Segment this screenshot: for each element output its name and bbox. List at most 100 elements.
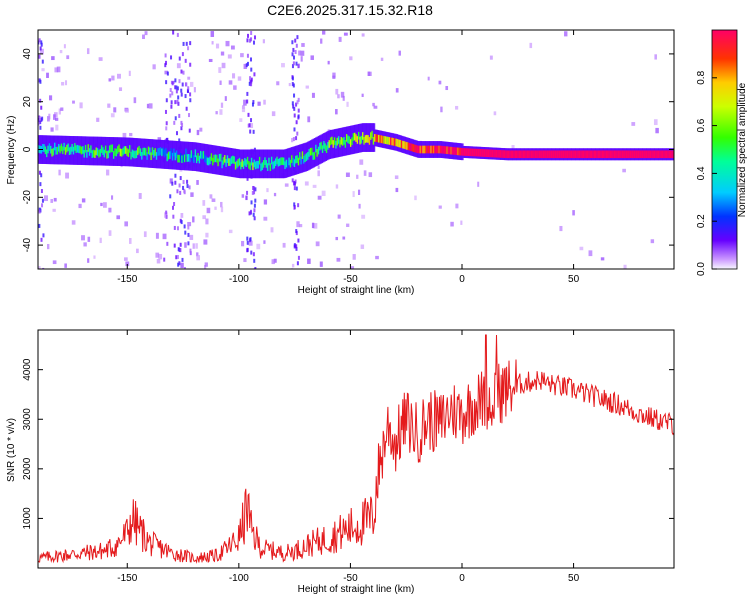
spectrogram-ridge-cell: [568, 150, 571, 159]
spectrogram-ridge-cell: [163, 149, 167, 158]
spectrogram-ridge-cell: [107, 150, 111, 159]
spectrogram-noise-cell: [93, 255, 96, 259]
spectrogram-ridge-cell: [458, 147, 461, 156]
spectrogram-noise-cell: [192, 216, 195, 223]
spectrogram-ridge-cell: [295, 155, 298, 164]
spectrogram-ridge-cell: [607, 150, 610, 159]
spectrogram-ridge-cell: [538, 150, 542, 159]
spectrogram-ridge-cell: [611, 150, 614, 159]
spectrogram-ridge-cell: [553, 150, 556, 159]
spectrogram-ridge-cell: [339, 139, 342, 148]
spectrogram-interference-cell: [293, 186, 296, 191]
spectrogram-ridge-cell: [432, 145, 436, 154]
spectrogram-ridge-cell: [266, 163, 270, 171]
spectrogram-ridge-cell: [470, 148, 473, 157]
spectrogram-noise-cell: [352, 254, 356, 260]
x-tick-label: -50: [343, 573, 358, 584]
spectrogram-ridge-cell: [198, 155, 202, 164]
spectrogram-ridge-cell: [96, 148, 100, 156]
spectrogram-ridge-cell: [315, 144, 318, 153]
spectrogram-noise-cell: [124, 221, 129, 227]
spectrogram-noise-cell: [110, 113, 115, 118]
spectrogram-interference-cell: [178, 79, 181, 84]
spectrogram-interference-cell: [39, 125, 42, 130]
spectrogram-interference-cell: [169, 194, 172, 199]
spectrogram-ridge-cell: [46, 149, 49, 158]
spectrogram-ridge-cell: [246, 156, 250, 165]
spectrogram-ridge-cell: [482, 149, 486, 157]
spectrogram-ridge-cell: [110, 144, 113, 153]
spectrogram-interference-cell: [294, 49, 297, 54]
spectrogram-ridge-cell: [617, 150, 621, 159]
spectrogram-ridge-cell: [147, 146, 151, 155]
spectrogram-noise-cell: [363, 170, 367, 176]
spectrogram-noise-cell: [146, 103, 150, 109]
spectrogram-ridge-cell: [585, 150, 589, 159]
spectrogram-interference-cell: [295, 229, 298, 234]
spectrogram-ridge-cell: [268, 157, 271, 166]
spectrogram-noise-cell: [653, 119, 658, 126]
spectrogram-interference-cell: [189, 98, 192, 103]
spectrogram-ridge-cell: [546, 150, 550, 159]
spectrogram-interference-cell: [186, 179, 189, 184]
spectrogram-noise-cell: [218, 67, 222, 73]
spectrogram-noise-cell: [398, 50, 401, 56]
spectrogram-interference-cell: [250, 30, 253, 35]
spectrogram-ridge-cell: [520, 150, 523, 159]
spectrogram-ridge-cell: [399, 139, 403, 148]
spectrogram-ridge-cell: [355, 134, 358, 142]
spectrogram-ridge-cell: [497, 149, 500, 158]
spectrogram-noise-cell: [122, 132, 127, 138]
spectrogram-ridge-cell: [487, 149, 491, 158]
spectrogram-noise-cell: [296, 221, 300, 228]
spectrogram-ridge-cell: [644, 150, 648, 159]
spectrogram-interference-cell: [180, 92, 183, 97]
spectrogram-ridge-cell: [578, 150, 582, 159]
spectrogram-ridge-cell: [242, 161, 246, 169]
spectrogram-ridge-cell: [461, 147, 464, 156]
spectrogram-ridge-cell: [574, 150, 578, 159]
spectrogram-noise-cell: [195, 243, 198, 249]
spectrogram-noise-cell: [228, 80, 233, 85]
spectrogram-interference-cell: [295, 136, 298, 141]
spectrogram-ridge-cell: [337, 136, 341, 144]
spectrogram-interference-cell: [187, 241, 190, 246]
colorbar-tick-label: 0.6: [696, 118, 707, 132]
spectrogram-ridge-cell: [471, 148, 475, 157]
spectrogram-noise-cell: [394, 175, 399, 180]
spectrogram-noise-cell: [493, 111, 497, 116]
spectrogram-ridge-cell: [576, 150, 579, 159]
spectrogram-interference-cell: [182, 70, 185, 75]
spectrogram-interference-cell: [249, 209, 252, 214]
spectrogram-ridge-cell: [193, 155, 196, 163]
spectrogram-ridge-cell: [467, 148, 471, 157]
spectrogram-noise-cell: [361, 214, 366, 219]
spectrogram-ridge-cell: [416, 145, 420, 154]
spectrogram-noise-cell: [266, 188, 269, 193]
spectrogram-noise-cell: [46, 243, 50, 250]
spectrogram-interference-cell: [250, 250, 253, 255]
spectrogram-interference-cell: [246, 99, 249, 104]
spectrogram-ridge-cell: [186, 154, 190, 162]
spectrogram-ridge-cell: [283, 157, 286, 166]
spectrogram-noise-cell: [346, 223, 350, 227]
spectrogram-noise-cell: [78, 203, 82, 209]
spectrogram-noise-cell: [256, 243, 261, 250]
spectrogram-noise-cell: [61, 81, 65, 86]
spectrogram-ridge-cell: [428, 145, 432, 154]
spectrogram-noise-cell: [360, 244, 365, 249]
spectrogram-noise-cell: [322, 30, 326, 35]
spectrogram-interference-cell: [40, 189, 43, 194]
spectrogram-ridge-cell: [573, 150, 577, 159]
spectrogram-noise-cell: [100, 202, 103, 207]
spectrogram-ridge-cell: [149, 147, 152, 156]
spectrogram-ridge-cell: [260, 163, 263, 172]
spectrogram-noise-cell: [79, 102, 83, 109]
spectrogram-ridge-cell: [204, 154, 207, 163]
spectrogram-ridge-cell: [493, 149, 496, 158]
spectrogram-interference-cell: [41, 59, 44, 64]
spectrogram-interference-cell: [247, 112, 250, 117]
spectrogram-ridge-cell: [597, 150, 601, 159]
spectrogram-ridge-cell: [270, 156, 274, 165]
spectrogram-ridge-cell: [221, 160, 224, 169]
